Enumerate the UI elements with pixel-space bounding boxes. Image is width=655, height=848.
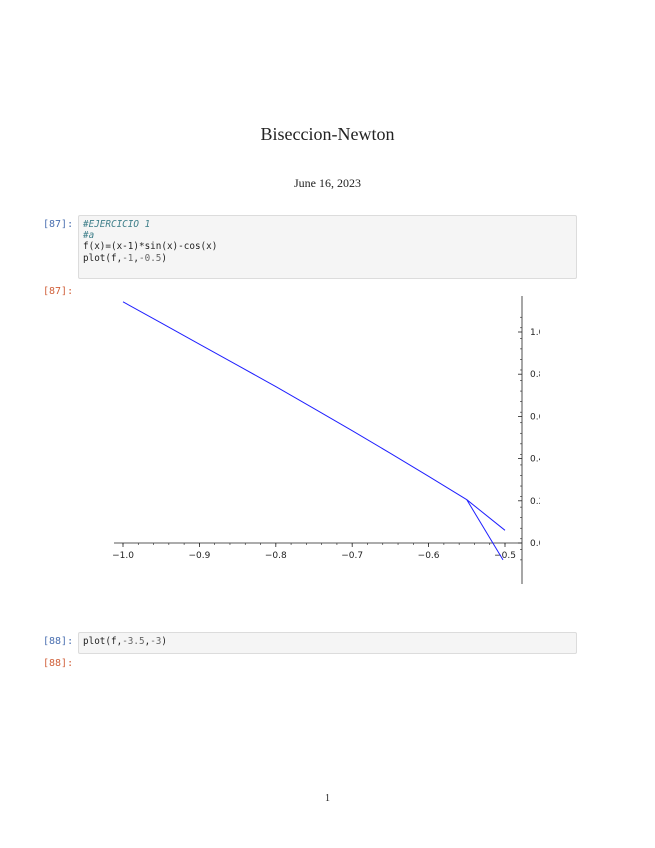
document-title: Biseccion-Newton [260,124,395,144]
x-tick-label: −0.9 [188,551,210,561]
x-tick-label: −0.7 [341,551,363,561]
code-line: plot(f,-3.5,-3) [83,636,167,647]
y-tick-label: 0.6 [530,412,540,422]
plot-output: −1.0 −0.9 −0.8 −0.7 −0.6 −0.5 0.0 0.2 0.4 0.6 0.8 1… [112,296,540,584]
output-prompt-88: [88]: [43,658,74,669]
x-tick-label: −0.8 [265,551,287,561]
output-prompt-87: [87]: [43,286,74,297]
y-tick-label: 1.0 [530,328,540,338]
series-line-tail [466,499,504,561]
code-cell-88[interactable]: plot(f,-3.5,-3) [78,632,577,654]
x-tick-label: −0.6 [418,551,440,561]
input-prompt-87: [87]: [43,219,74,230]
code-comment: #a [83,230,95,242]
series-line [122,301,506,531]
y-tick-label: 0.0 [530,539,540,549]
y-tick-label: 0.8 [530,370,540,380]
code-comment: #EJERCICIO 1 [83,219,151,230]
x-tick-label: −0.5 [494,551,516,561]
y-tick-label: 0.4 [530,455,540,465]
code-line: f(x)=(x-1)*sin(x)-cos(x) [83,241,218,253]
input-prompt-88: [88]: [43,636,74,647]
document-date: June 16, 2023 [294,176,361,190]
y-tick-label: 0.2 [530,497,540,507]
code-cell-87[interactable]: #EJERCICIO 1 #a f(x)=(x-1)*sin(x)-cos(x)… [78,215,577,279]
code-line: plot(f,-1,-0.5) [83,252,167,264]
page-number: 1 [325,793,330,804]
x-tick-label: −1.0 [112,551,134,561]
